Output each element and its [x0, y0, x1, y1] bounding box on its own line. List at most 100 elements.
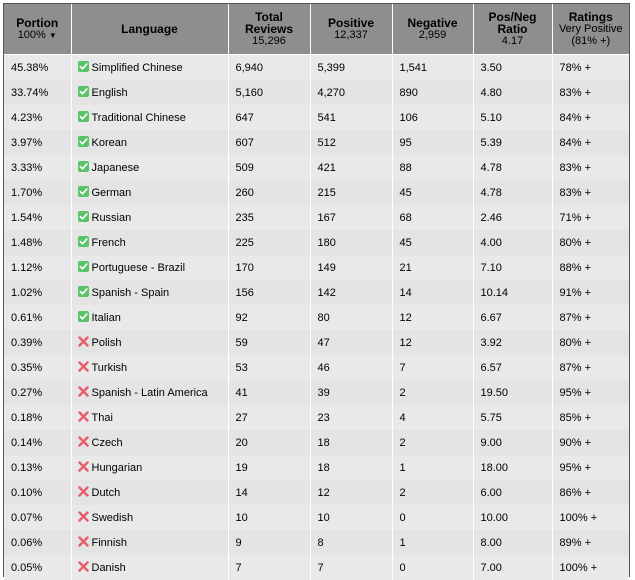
- cell-positive: 149: [310, 255, 393, 280]
- cross-icon: [77, 361, 89, 372]
- cell-positive: 215: [310, 180, 393, 205]
- column-header-ratings[interactable]: Ratings Very Positive (81% +): [552, 4, 629, 55]
- cell-ratio: 7.00: [473, 555, 553, 580]
- cell-positive: 142: [310, 280, 393, 305]
- cell-ratio: 2.46: [473, 205, 553, 230]
- cell-positive: 541: [310, 105, 393, 130]
- cell-portion: 0.10%: [4, 480, 72, 505]
- table-body: 45.38% Simplified Chinese 6,940 5,399 1,541 3…: [4, 54, 629, 580]
- cell-rating: 80% +: [552, 230, 629, 255]
- check-icon: [77, 186, 89, 197]
- cross-icon: [77, 436, 89, 447]
- cell-language: Turkish: [71, 355, 229, 380]
- cell-rating: 89% +: [552, 530, 629, 555]
- cell-total-reviews: 607: [228, 130, 311, 155]
- cell-portion: 0.06%: [4, 530, 72, 555]
- table-row: 0.18% Thai 27 23 4 5.75 85% +: [4, 405, 629, 430]
- check-icon: [77, 311, 89, 322]
- table-row: 0.39% Polish 59 47 12 3.92 80% +: [4, 330, 629, 355]
- table-row: 0.13% Hungarian 19 18 1 18.00 95% +: [4, 455, 629, 480]
- language-header-label: Language: [121, 22, 178, 36]
- cell-portion: 1.54%: [4, 205, 72, 230]
- cross-icon: [77, 536, 89, 547]
- cell-positive: 512: [310, 130, 393, 155]
- cell-total-reviews: 19: [228, 455, 311, 480]
- cell-total-reviews: 27: [228, 405, 311, 430]
- cell-portion: 0.05%: [4, 555, 72, 580]
- language-name: Spanish - Latin America: [91, 387, 208, 399]
- column-header-total-reviews[interactable]: Total Reviews 15,296: [228, 4, 311, 55]
- cell-language: Russian: [71, 205, 229, 230]
- language-name: Japanese: [91, 162, 140, 174]
- check-icon: [77, 86, 89, 97]
- cell-ratio: 6.67: [473, 305, 553, 330]
- total-header-label: Total Reviews: [244, 10, 294, 36]
- cell-language: Spanish - Spain: [71, 280, 229, 305]
- cell-negative: 12: [392, 330, 474, 355]
- column-header-portion[interactable]: Portion 100% ▼: [4, 4, 72, 55]
- cell-portion: 0.14%: [4, 430, 72, 455]
- check-icon: [77, 111, 89, 122]
- cell-language: Swedish: [71, 505, 229, 530]
- cell-negative: 2: [392, 380, 474, 405]
- cell-positive: 167: [310, 205, 393, 230]
- cell-ratio: 5.10: [473, 105, 553, 130]
- cell-total-reviews: 9: [228, 530, 311, 555]
- cell-rating: 87% +: [552, 355, 629, 380]
- cell-portion: 4.23%: [4, 105, 72, 130]
- portion-header-label: Portion: [16, 15, 59, 30]
- cell-language: Spanish - Latin America: [71, 380, 229, 405]
- cell-rating: 90% +: [552, 430, 629, 455]
- cell-positive: 46: [310, 355, 393, 380]
- cell-total-reviews: 59: [228, 330, 311, 355]
- cell-portion: 0.39%: [4, 330, 72, 355]
- column-header-positive[interactable]: Positive 12,337: [310, 4, 393, 55]
- check-icon: [77, 236, 89, 247]
- cell-language: English: [71, 80, 229, 105]
- cell-ratio: 3.50: [473, 54, 553, 80]
- cell-rating: 91% +: [552, 280, 629, 305]
- cell-total-reviews: 14: [228, 480, 311, 505]
- cell-total-reviews: 235: [228, 205, 311, 230]
- negative-header-sum: 2,959: [418, 29, 447, 41]
- cell-rating: 71% +: [552, 205, 629, 230]
- cell-portion: 45.38%: [4, 54, 72, 80]
- cell-total-reviews: 41: [228, 380, 311, 405]
- cell-total-reviews: 225: [228, 230, 311, 255]
- table-row: 0.07% Swedish 10 10 0 10.00 100% +: [4, 505, 629, 530]
- cell-total-reviews: 647: [228, 105, 311, 130]
- cell-positive: 8: [310, 530, 393, 555]
- language-name: English: [91, 87, 128, 99]
- cell-negative: 68: [392, 205, 474, 230]
- cell-negative: 7: [392, 355, 474, 380]
- table-row: 0.27% Spanish - Latin America 41 39 2 19.50 95…: [4, 380, 629, 405]
- cell-language: Czech: [71, 430, 229, 455]
- cell-language: German: [71, 180, 229, 205]
- cell-rating: 84% +: [552, 105, 629, 130]
- column-header-ratio[interactable]: Pos/Neg Ratio 4.17: [473, 4, 553, 55]
- cell-negative: 106: [392, 105, 474, 130]
- check-icon: [77, 136, 89, 147]
- column-header-language[interactable]: Language: [71, 4, 229, 55]
- cell-positive: 5,399: [310, 54, 393, 80]
- cell-positive: 421: [310, 155, 393, 180]
- cell-portion: 0.07%: [4, 505, 72, 530]
- cell-positive: 12: [310, 480, 393, 505]
- cell-positive: 23: [310, 405, 393, 430]
- cell-language: Korean: [71, 130, 229, 155]
- cell-total-reviews: 53: [228, 355, 311, 380]
- language-name: Traditional Chinese: [91, 112, 186, 124]
- cell-negative: 1,541: [392, 54, 474, 80]
- cell-total-reviews: 509: [228, 155, 311, 180]
- cell-total-reviews: 92: [228, 305, 311, 330]
- cell-negative: 88: [392, 155, 474, 180]
- column-header-negative[interactable]: Negative 2,959: [392, 4, 474, 55]
- cell-negative: 45: [392, 180, 474, 205]
- cell-positive: 180: [310, 230, 393, 255]
- cell-ratio: 3.92: [473, 330, 553, 355]
- language-name: Russian: [91, 212, 132, 224]
- cell-portion: 0.35%: [4, 355, 72, 380]
- cell-portion: 1.48%: [4, 230, 72, 255]
- table-row: 3.97% Korean 607 512 95 5.39 84% +: [4, 130, 629, 155]
- cell-negative: 95: [392, 130, 474, 155]
